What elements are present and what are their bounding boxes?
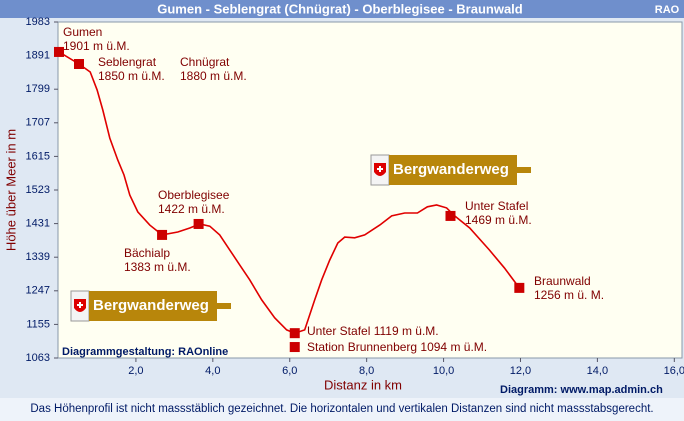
annotation: 1880 m ü.M.	[180, 69, 247, 83]
x-tick-label: 2,0	[128, 365, 143, 377]
sign-body	[89, 291, 231, 321]
y-tick-label: 1431	[26, 218, 50, 230]
y-tick-label: 1615	[26, 150, 50, 162]
y-axis-label: Höhe über Meer in m	[3, 129, 18, 251]
swiss-cross	[377, 166, 383, 172]
waypoint-marker	[289, 342, 300, 353]
sign-body	[389, 155, 531, 185]
x-tick-label: 6,0	[282, 365, 297, 377]
annotation: Chnügrat	[180, 55, 230, 69]
y-tick-label: 1155	[26, 318, 50, 330]
waypoint-marker	[73, 59, 84, 69]
x-tick-label: 16,0	[664, 365, 684, 377]
badge: RAO	[655, 4, 680, 16]
waypoint-label: Oberblegisee	[158, 188, 230, 202]
trail-sign: Bergwanderweg	[370, 154, 531, 186]
waypoint-label: 1901 m ü.M.	[63, 39, 130, 53]
waypoint-label: 1256 m ü. M.	[534, 288, 604, 302]
elevation-line	[58, 51, 520, 335]
waypoint-marker	[514, 282, 525, 293]
waypoint-label: 1469 m ü.M.	[465, 213, 532, 227]
waypoint-label: Seblengrat	[98, 55, 157, 69]
waypoint-marker	[54, 46, 64, 57]
y-tick-label: 1523	[26, 184, 50, 196]
waypoint-marker	[289, 328, 300, 339]
x-axis-label: Distanz in km	[324, 377, 402, 392]
trail-sign: Bergwanderweg	[70, 290, 231, 322]
waypoint-label: 1850 m ü.M.	[98, 69, 165, 83]
chart-title: Gumen - Seblengrat (Chnügrat) - Oberbleg…	[157, 1, 523, 16]
footer-bar	[0, 398, 684, 421]
waypoint-label: 1383 m ü.M.	[124, 260, 191, 274]
waypoint-marker	[445, 210, 456, 221]
y-tick-label: 1063	[26, 352, 50, 364]
waypoint-marker	[157, 229, 168, 240]
x-tick-label: 4,0	[205, 365, 220, 377]
annotation: Diagrammgestaltung: RAOnline	[62, 346, 228, 358]
waypoint-label: Station Brunnenberg 1094 m ü.M.	[307, 340, 487, 354]
annotation: Diagramm: www.map.admin.ch	[500, 384, 663, 396]
swiss-cross	[77, 302, 83, 308]
sign-text: Bergwanderweg	[393, 161, 509, 178]
y-tick-label: 1707	[26, 117, 50, 129]
footer: Das Höhenprofil ist nicht massstäblich g…	[30, 403, 653, 415]
sign-text: Bergwanderweg	[93, 297, 209, 314]
waypoint-marker	[193, 218, 204, 229]
waypoint-label: 1422 m ü.M.	[158, 202, 225, 216]
y-tick-label: 1247	[26, 285, 50, 297]
x-tick-label: 8,0	[359, 365, 374, 377]
y-tick-label: 1891	[26, 50, 50, 62]
waypoint-label: Unter Stafel	[465, 199, 528, 213]
x-tick-label: 10,0	[433, 365, 454, 377]
x-tick-label: 12,0	[510, 365, 531, 377]
waypoint-label: Braunwald	[534, 274, 591, 288]
waypoint-label: Unter Stafel 1119 m ü.M.	[307, 324, 439, 338]
y-tick-label: 1983	[26, 16, 50, 28]
waypoint-label: Gumen	[63, 25, 102, 39]
title-bar	[0, 0, 684, 18]
y-tick-label: 1799	[26, 83, 50, 95]
waypoint-label: Bächialp	[124, 246, 170, 260]
x-tick-label: 14,0	[587, 365, 608, 377]
y-tick-label: 1339	[26, 251, 50, 263]
